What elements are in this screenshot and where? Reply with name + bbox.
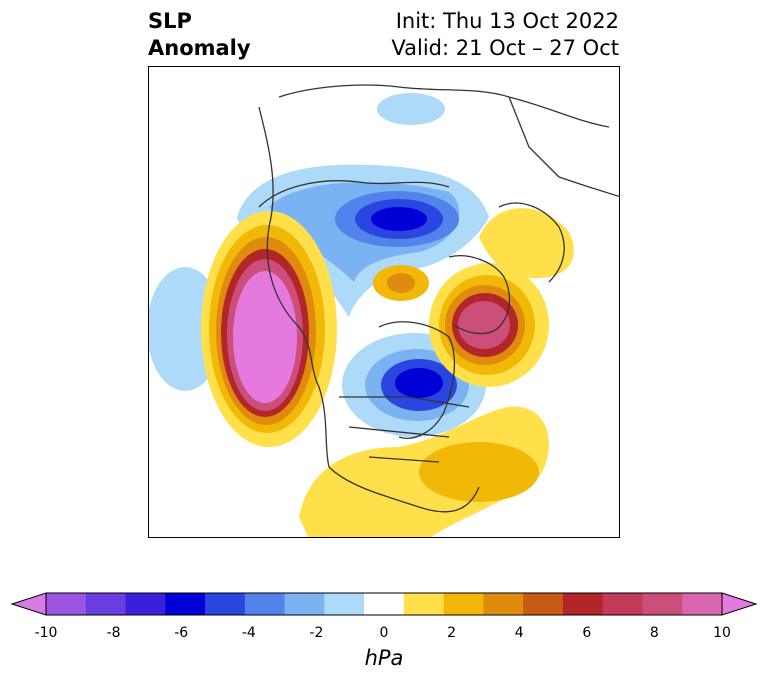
colorbar-segment (284, 593, 325, 615)
colorbar-segment (85, 593, 127, 615)
colorbar-tick-label: 10 (713, 625, 731, 641)
colorbar-tick-label: 0 (379, 625, 389, 641)
anomaly-high-europe-outer (479, 208, 574, 279)
border-asia (508, 96, 619, 198)
anomaly-high-atlantic (419, 442, 539, 502)
colorbar-extend-low (10, 592, 47, 616)
anomaly-high-arctic-small-core (387, 273, 415, 293)
coast-siberia (278, 84, 610, 128)
colorbar-tick-label: -8 (106, 625, 121, 641)
anomaly-high-scandinavia-5 (458, 301, 510, 349)
map-title: SLP Anomaly (148, 8, 251, 62)
anomaly-low-siberia (377, 93, 445, 125)
colorbar-segment (682, 593, 723, 615)
colorbar-segment (125, 593, 166, 615)
colorbar-segment (403, 593, 445, 615)
coast-us-east (328, 466, 480, 513)
coast-arctic-russia (258, 180, 450, 208)
coast-greenland (448, 255, 511, 335)
init-date: Init: Thu 13 Oct 2022 (395, 9, 619, 33)
coast-hudson (378, 321, 456, 439)
anomaly-map (149, 84, 619, 537)
anomaly-low-hudson-4 (395, 368, 443, 398)
colorbar-segment (483, 593, 524, 615)
title-variable-line2: Anomaly (148, 36, 251, 60)
borders-na (339, 396, 470, 463)
colorbar-outline (45, 592, 723, 616)
colorbar-segment (165, 593, 206, 615)
colorbar-tick-label: 6 (582, 625, 592, 641)
positive-anomaly-fields (201, 208, 574, 537)
colorbar-units: hPa (364, 646, 404, 670)
map-panel (148, 66, 620, 538)
colorbar-tick-label: -2 (309, 625, 324, 641)
colorbar-segment (364, 593, 405, 615)
colorbar-tick-label: -4 (241, 625, 256, 641)
coast-west-na (258, 106, 330, 468)
title-variable: SLP (148, 9, 192, 33)
colorbar-extend-high (721, 592, 758, 616)
colorbar-segment (443, 593, 484, 615)
colorbar-segment (642, 593, 683, 615)
coastlines (258, 84, 619, 513)
anomaly-high-pacific-6 (233, 271, 297, 403)
colorbar-tick-label: -6 (174, 625, 189, 641)
valid-range: Valid: 21 Oct – 27 Oct (391, 36, 619, 60)
colorbar (10, 592, 758, 616)
colorbar-tick-label: -10 (34, 625, 58, 641)
colorbar-tick-label: 4 (514, 625, 524, 641)
colorbar-segment (205, 593, 246, 615)
colorbar-tick-label: 2 (447, 625, 457, 641)
anomaly-low-arctic-5 (371, 207, 427, 231)
colorbar-segment (46, 593, 87, 615)
colorbar-segment (324, 593, 365, 615)
colorbar-segment (562, 593, 604, 615)
colorbar-segment (523, 593, 564, 615)
map-dates: Init: Thu 13 Oct 2022 Valid: 21 Oct – 27… (391, 8, 619, 62)
colorbar-segment (244, 593, 286, 615)
colorbar-segment (602, 593, 643, 615)
coast-scandinavia (498, 202, 565, 283)
colorbar-tick-label: 8 (649, 625, 659, 641)
